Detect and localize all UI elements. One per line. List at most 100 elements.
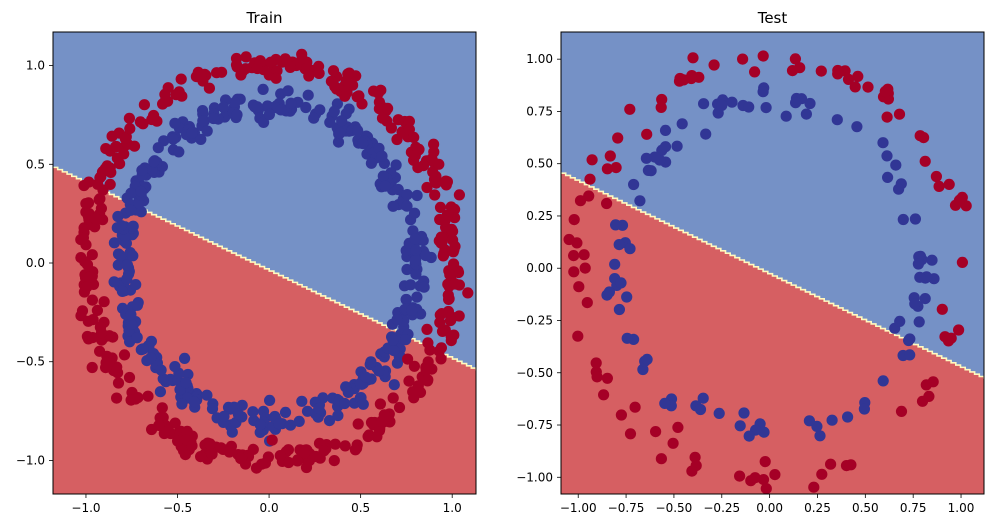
scatter-point (352, 418, 364, 430)
scatter-point (904, 333, 916, 345)
scatter-point (310, 450, 322, 463)
scatter-point (105, 166, 117, 178)
scatter-point (112, 259, 124, 271)
scatter-point (613, 303, 626, 316)
scatter-point (743, 101, 755, 113)
scatter-point (444, 269, 456, 281)
scatter-point (131, 299, 143, 311)
scatter-point (780, 110, 792, 122)
scatter-point (291, 455, 304, 467)
scatter-point (126, 318, 138, 330)
scatter-point (365, 416, 378, 429)
scatter-point (181, 425, 193, 437)
scatter-point (624, 243, 636, 255)
scatter-point (877, 375, 889, 387)
scatter-point (615, 409, 628, 421)
scatter-point (157, 98, 169, 110)
scatter-point (336, 115, 348, 127)
scatter-point (700, 128, 712, 140)
scatter-point (374, 398, 386, 410)
scatter-point (584, 173, 596, 185)
scatter-point (393, 401, 406, 414)
y-tick-label: 0.75 (526, 104, 553, 118)
scatter-point (610, 162, 622, 174)
scatter-point (409, 207, 421, 219)
scatter-point (148, 156, 160, 168)
scatter-point (100, 357, 112, 369)
scatter-point (435, 231, 447, 243)
scatter-point (420, 249, 432, 262)
scatter-point (422, 337, 434, 349)
scatter-point (86, 294, 98, 306)
chart-title: Test (757, 9, 788, 27)
scatter-point (930, 170, 943, 183)
scatter-point (106, 130, 118, 142)
scatter-point (274, 450, 286, 462)
scatter-point (621, 332, 633, 344)
scatter-point (334, 127, 346, 139)
x-tick-label: 0.0 (260, 501, 279, 515)
scatter-point (339, 397, 351, 410)
scatter-point (175, 73, 187, 85)
scatter-point (418, 281, 430, 293)
scatter-point (879, 85, 891, 98)
scatter-point (284, 419, 297, 431)
scatter-point (251, 62, 263, 75)
scatter-point (769, 469, 781, 481)
scatter-point (114, 250, 126, 262)
scatter-point (176, 398, 188, 410)
scatter-point (188, 396, 200, 408)
scatter-point (77, 232, 89, 244)
scatter-point (218, 410, 230, 422)
x-tick-label: 0.25 (804, 501, 831, 515)
scatter-point (897, 213, 909, 226)
scatter-point (936, 303, 948, 315)
scatter-point (655, 453, 668, 465)
scatter-point (953, 324, 965, 336)
scatter-point (642, 164, 655, 176)
scatter-point (87, 332, 99, 344)
scatter-point (429, 189, 441, 201)
scatter-point (118, 349, 131, 361)
x-tick-label: −1.0 (71, 501, 100, 515)
scatter-point (303, 70, 315, 82)
scatter-point (412, 384, 424, 396)
scatter-point (250, 462, 263, 474)
scatter-point (127, 220, 139, 232)
scatter-point (87, 314, 99, 326)
scatter-point (621, 291, 633, 303)
scatter-point (296, 53, 308, 65)
decision-region-lower (561, 173, 984, 494)
y-tick-label: 0.00 (526, 261, 553, 275)
scatter-point (716, 99, 728, 111)
scatter-point (671, 140, 683, 152)
scatter-point (152, 142, 164, 154)
scatter-point (912, 258, 925, 270)
scatter-point (382, 102, 394, 114)
scatter-point (400, 293, 412, 306)
scatter-point (428, 146, 440, 158)
scatter-point (613, 239, 625, 251)
scatter-point (206, 448, 218, 460)
y-tick-label: −0.75 (516, 418, 553, 432)
scatter-point (385, 122, 397, 134)
scatter-point (226, 426, 238, 438)
scatter-point (262, 451, 274, 463)
scatter-point (408, 131, 420, 143)
scatter-point (318, 445, 330, 457)
series-1 (563, 50, 972, 494)
scatter-point (98, 296, 110, 308)
scatter-point (578, 249, 590, 261)
x-tick-label: 1.00 (948, 501, 975, 515)
scatter-point (121, 273, 133, 285)
scatter-point (411, 189, 423, 202)
scatter-point (640, 152, 653, 164)
scatter-point (676, 118, 688, 130)
scatter-point (689, 451, 701, 463)
scatter-point (94, 193, 106, 205)
scatter-point (845, 459, 857, 471)
scatter-point (634, 195, 646, 207)
scatter-point (919, 293, 931, 305)
scatter-point (590, 357, 602, 369)
decision-boundary (561, 172, 984, 379)
